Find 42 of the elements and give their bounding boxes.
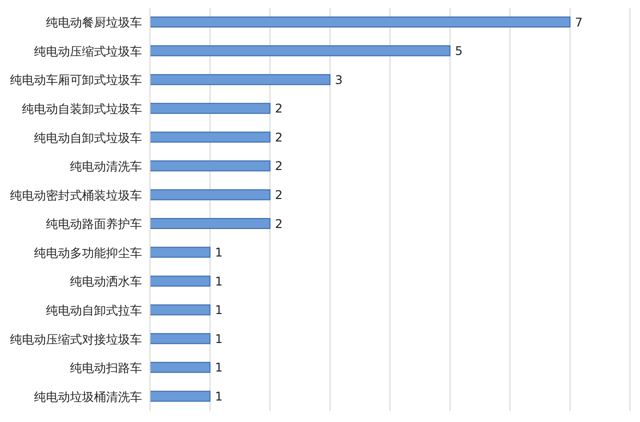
bar	[150, 160, 270, 172]
y-tick-label: 纯电动车厢可卸式垃圾车	[10, 73, 142, 88]
bar	[150, 16, 570, 28]
bar	[150, 390, 210, 402]
bar	[150, 45, 450, 56]
bar	[150, 276, 210, 287]
bar	[150, 132, 270, 143]
y-tick-label: 纯电动压缩式垃圾车	[34, 44, 142, 58]
y-tick-label: 纯电动自卸式垃圾车	[34, 130, 142, 145]
data-label: 1	[215, 360, 223, 375]
data-label: 2	[275, 130, 283, 144]
data-label: 1	[215, 274, 223, 288]
data-label: 5	[455, 44, 463, 58]
bar	[150, 74, 330, 86]
y-tick-label: 纯电动路面养护车	[46, 217, 142, 232]
y-tick-label: 纯电动多功能抑尘车	[34, 246, 142, 260]
data-label: 1	[215, 389, 223, 404]
bar	[150, 246, 210, 258]
y-tick-label: 纯电动自装卸式垃圾车	[22, 102, 142, 116]
data-label: 1	[215, 246, 223, 260]
data-label: 2	[275, 102, 283, 116]
y-tick-label: 纯电动清洗车	[70, 160, 142, 174]
y-tick-label: 纯电动扫路车	[70, 361, 142, 376]
data-label: 1	[215, 303, 223, 318]
bar	[150, 362, 210, 373]
y-tick-label: 纯电动餐厨垃圾车	[46, 16, 142, 30]
bar	[150, 218, 270, 229]
data-label: 3	[335, 72, 343, 87]
y-tick-label: 纯电动洒水车	[70, 274, 142, 289]
y-tick-label: 纯电动密封式桶装垃圾车	[10, 188, 142, 202]
bar	[150, 102, 270, 114]
data-label: 1	[215, 332, 223, 346]
y-tick-label: 纯电动压缩式对接垃圾车	[10, 332, 142, 346]
bar	[150, 333, 210, 344]
data-label: 7	[575, 15, 583, 30]
data-label: 2	[275, 188, 283, 202]
y-tick-label: 纯电动垃圾桶清洗车	[34, 390, 142, 404]
bar	[150, 189, 270, 200]
data-label: 2	[275, 159, 283, 174]
y-tick-label: 纯电动自卸式拉车	[46, 304, 142, 318]
data-label: 2	[275, 216, 283, 231]
bar	[150, 304, 210, 316]
